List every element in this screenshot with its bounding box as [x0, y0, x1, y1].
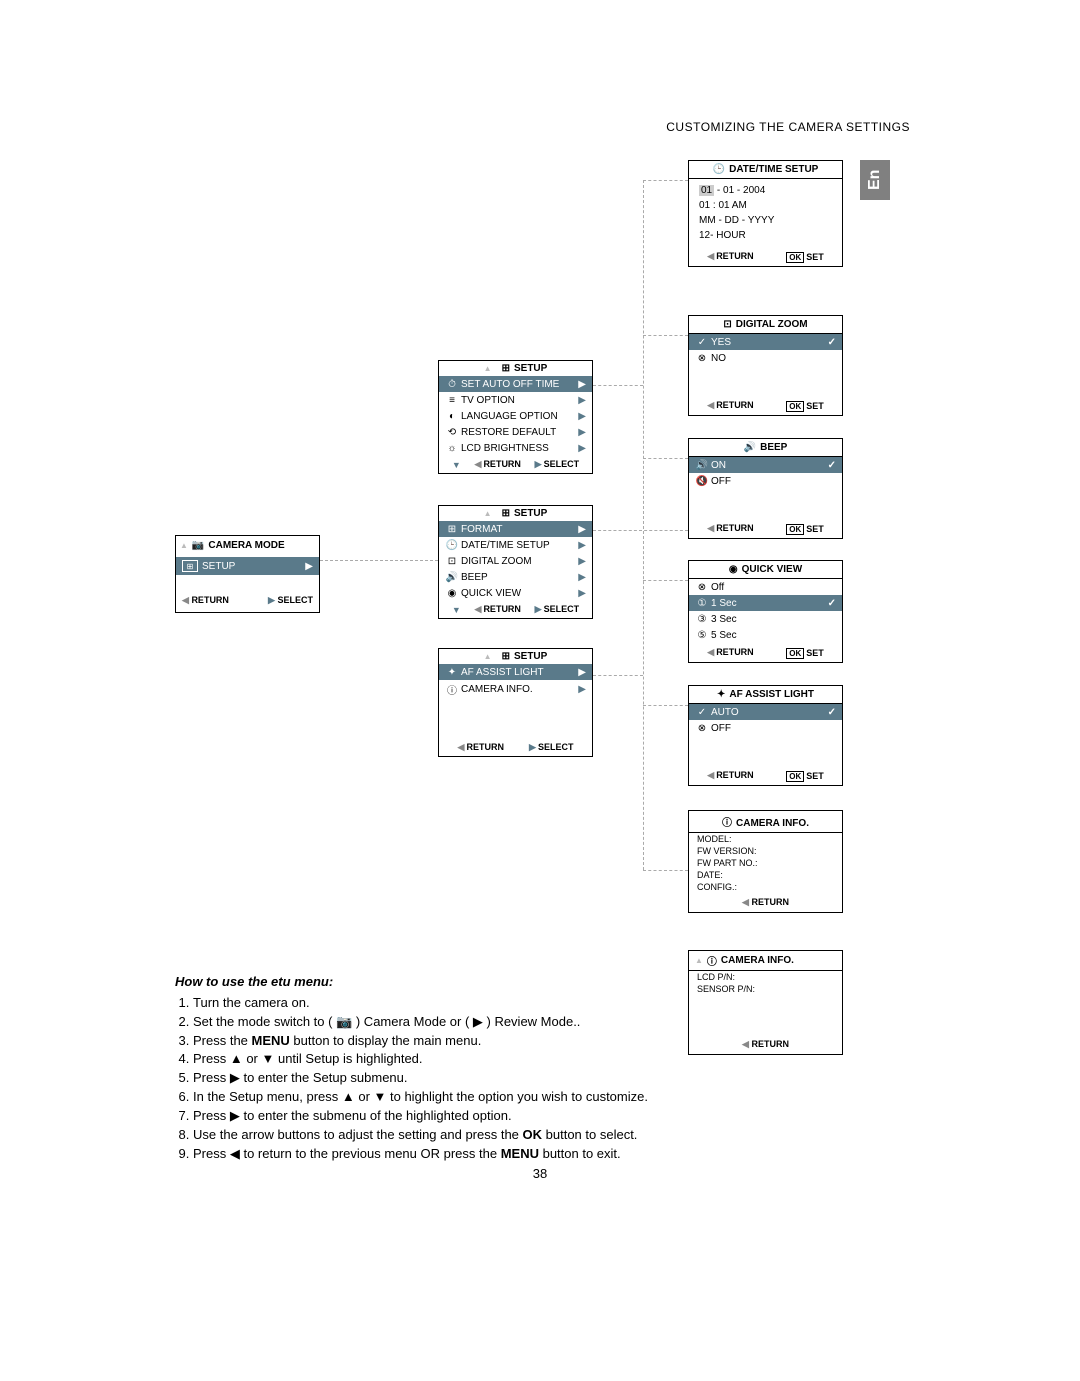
instruction-step: Set the mode switch to ( 📷 ) Camera Mode…	[193, 1013, 855, 1032]
info-row: MODEL:	[689, 833, 842, 845]
menu-item[interactable]: 🔇OFF	[689, 473, 842, 489]
info-row: DATE:	[689, 869, 842, 881]
instruction-step: Use the arrow buttons to adjust the sett…	[193, 1126, 855, 1145]
menu-item[interactable]: ⑤5 Sec	[689, 627, 842, 643]
menu-item[interactable]: ①1 Sec✓	[689, 595, 842, 611]
quick-view-menu: ◉QUICK VIEW ⊗Off①1 Sec✓③3 Sec⑤5 Sec ◀RET…	[688, 560, 843, 663]
menu-item[interactable]: ⊗OFF	[689, 720, 842, 736]
menu-item[interactable]: ⓘCAMERA INFO.▶	[439, 680, 592, 699]
info-row: FW PART NO.:	[689, 857, 842, 869]
camera-info-1: ⓘCAMERA INFO. MODEL:FW VERSION:FW PART N…	[688, 810, 843, 913]
instruction-step: Press ▶ to enter the submenu of the high…	[193, 1107, 855, 1126]
menu-item[interactable]: ⟲RESTORE DEFAULT▶	[439, 424, 592, 440]
menu-item[interactable]: ☼LCD BRIGHTNESS▶	[439, 440, 592, 456]
setup-menu-2: ⊞SETUP ⊞FORMAT▶🕒DATE/TIME SETUP▶⊡DIGITAL…	[438, 505, 593, 619]
menu-item[interactable]: ✦AF ASSIST LIGHT▶	[439, 664, 592, 680]
af-assist-menu: ✦AF ASSIST LIGHT ✓AUTO✓⊗OFF ◀RETURN OKSE…	[688, 685, 843, 786]
instruction-step: Press ▶ to enter the Setup submenu.	[193, 1069, 855, 1088]
setup-menu-3: ⊞SETUP ✦AF ASSIST LIGHT▶ⓘCAMERA INFO.▶ ◀…	[438, 648, 593, 757]
menu-item[interactable]: ⊗NO	[689, 350, 842, 366]
menu-item[interactable]: ✓YES✓	[689, 334, 842, 350]
menu-item[interactable]: 🔊ON✓	[689, 457, 842, 473]
beep-menu: 🔊BEEP 🔊ON✓🔇OFF ◀RETURN OKSET	[688, 438, 843, 539]
datetime-menu: 🕒DATE/TIME SETUP 01 - 01 - 2004 01 : 01 …	[688, 160, 843, 267]
info-row: FW VERSION:	[689, 845, 842, 857]
menu-item[interactable]: ⊗Off	[689, 579, 842, 595]
menu-item[interactable]: ✓AUTO✓	[689, 704, 842, 720]
menu-item[interactable]: ◉QUICK VIEW▶	[439, 585, 592, 601]
page-header: CUSTOMIZING THE CAMERA SETTINGS	[666, 120, 910, 134]
menu-item[interactable]: ≡TV OPTION▶	[439, 392, 592, 408]
page-number: 38	[533, 1166, 547, 1181]
menu-item-setup[interactable]: ⊞ SETUP ▶	[176, 557, 319, 575]
instruction-step: Press ◀ to return to the previous menu O…	[193, 1145, 855, 1164]
digital-zoom-menu: ⊡DIGITAL ZOOM ✓YES✓⊗NO ◀RETURN OKSET	[688, 315, 843, 416]
setup-menu-1: ⊞SETUP ⏱SET AUTO OFF TIME▶≡TV OPTION▶◐LA…	[438, 360, 593, 474]
instruction-step: Press ▲ or ▼ until Setup is highlighted.	[193, 1050, 855, 1069]
camera-mode-title: 📷CAMERA MODE	[176, 536, 319, 555]
instruction-step: Press the MENU button to display the mai…	[193, 1032, 855, 1051]
menu-item[interactable]: ⊞FORMAT▶	[439, 521, 592, 537]
instructions: How to use the etu menu: Turn the camera…	[175, 973, 855, 1163]
info-row: CONFIG.:	[689, 881, 842, 893]
menu-item[interactable]: ⏱SET AUTO OFF TIME▶	[439, 376, 592, 392]
menu-item[interactable]: ◐LANGUAGE OPTION▶	[439, 408, 592, 424]
instruction-step: In the Setup menu, press ▲ or ▼ to highl…	[193, 1088, 855, 1107]
menu-item[interactable]: ⊡DIGITAL ZOOM▶	[439, 553, 592, 569]
language-tab: En	[860, 160, 890, 200]
camera-mode-menu: 📷CAMERA MODE ⊞ SETUP ▶ ◀ RETURN ▶ SELECT	[175, 535, 320, 613]
menu-item[interactable]: 🔊BEEP▶	[439, 569, 592, 585]
menu-item[interactable]: ③3 Sec	[689, 611, 842, 627]
instructions-title: How to use the etu menu:	[175, 973, 855, 992]
menu-item[interactable]: 🕒DATE/TIME SETUP▶	[439, 537, 592, 553]
instruction-step: Turn the camera on.	[193, 994, 855, 1013]
